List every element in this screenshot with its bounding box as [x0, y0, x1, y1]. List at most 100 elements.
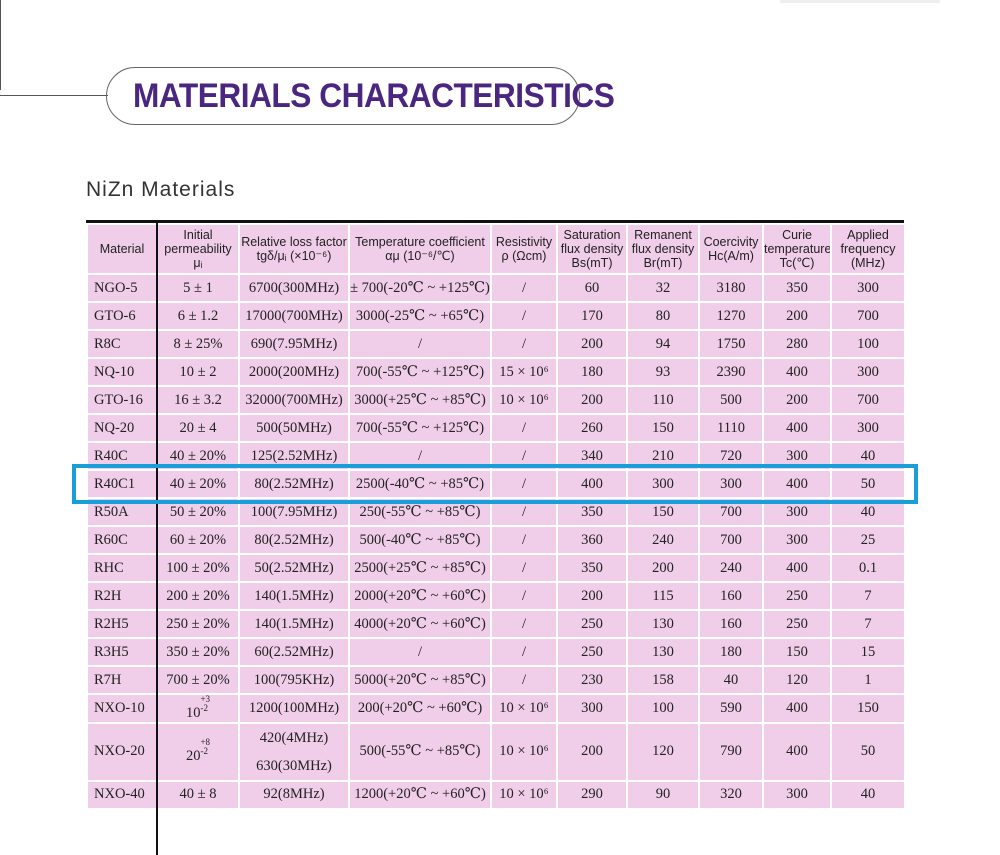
table-cell: 240	[698, 553, 764, 583]
table-cell: 400	[762, 469, 832, 499]
table-cell: 50	[830, 721, 906, 782]
table-cell: 93	[626, 357, 700, 387]
table-cell: /	[490, 525, 558, 555]
table-cell: 3180	[698, 273, 764, 303]
material-cell: R7H	[86, 665, 158, 695]
table-cell: 2500(-40℃ ~ +85℃)	[348, 469, 492, 499]
col-header: Material	[86, 223, 158, 275]
table-cell: 80	[626, 301, 700, 331]
table-cell: 180	[556, 357, 628, 387]
table-cell: 350	[762, 273, 832, 303]
table-cell: 140(1.5MHz)	[238, 581, 350, 611]
table-cell: 250	[762, 609, 832, 639]
table-cell: /	[490, 329, 558, 359]
table-cell: 5000(+20℃ ~ +85℃)	[348, 665, 492, 695]
material-cell: RHC	[86, 553, 158, 583]
table-cell: 115	[626, 581, 700, 611]
table-cell: 125(2.52MHz)	[238, 441, 350, 471]
table-cell: 150	[830, 693, 906, 724]
loss-value: 630(30MHz)	[256, 757, 332, 774]
table-cell: /	[490, 637, 558, 667]
material-cell: NQ-10	[86, 357, 158, 387]
col-header: Relative loss factor tgδ/μᵢ (×10⁻⁶)	[238, 223, 350, 275]
table-cell: 100(7.95MHz)	[238, 497, 350, 527]
table-cell: 120	[626, 721, 700, 782]
table-cell: /	[490, 497, 558, 527]
table-cell: 1	[830, 665, 906, 695]
table-row: NXO-20 20+8 -2 420(4MHz) 630(30MHz) 500(-55℃ …	[86, 721, 906, 782]
table-cell: 300	[556, 693, 628, 724]
table-cell: 240	[626, 525, 700, 555]
material-cell: NQ-20	[86, 413, 158, 443]
table-cell: 15 × 10⁶	[490, 357, 558, 387]
table-cell: /	[490, 441, 558, 471]
table-cell: 250	[762, 581, 832, 611]
material-cell: R40C1	[86, 469, 158, 499]
table-cell: 40	[830, 441, 906, 471]
table-cell: 590	[698, 693, 764, 724]
table-cell: 2500(+25℃ ~ +85℃)	[348, 553, 492, 583]
table-cell: 40	[830, 497, 906, 527]
table-cell: /	[490, 581, 558, 611]
table-cell: 1750	[698, 329, 764, 359]
table-cell: 150	[626, 413, 700, 443]
tolerance: +3 -2	[200, 694, 211, 713]
col-header: Coercivity Hc(A/m)	[698, 223, 764, 275]
title-banner: MATERIALS CHARACTERISTICS	[106, 67, 615, 125]
material-column-rule	[156, 223, 158, 855]
table-cell: 20 ± 4	[156, 413, 240, 443]
table-cell: 3000(+25℃ ~ +85℃)	[348, 385, 492, 415]
table-cell: 200	[556, 329, 628, 359]
table-cell: 1200(100MHz)	[238, 693, 350, 724]
table-cell: 400	[762, 693, 832, 724]
table-cell: 40	[698, 665, 764, 695]
table-cell: 3000(-25℃ ~ +65℃)	[348, 301, 492, 331]
table-cell: 200	[626, 553, 700, 583]
table-cell: 60	[556, 273, 628, 303]
table-cell: 40	[830, 779, 906, 810]
table-cell: 180	[698, 637, 764, 667]
table-cell: 2000(+20℃ ~ +60℃)	[348, 581, 492, 611]
tolerance-minus: -2	[200, 746, 208, 757]
table-cell: 400	[556, 469, 628, 499]
permeability-value: 20	[185, 748, 201, 765]
table-cell: 250	[556, 609, 628, 639]
table-cell: 40 ± 20%	[156, 469, 240, 499]
table-cell: 8 ± 25%	[156, 329, 240, 359]
table-cell: 32	[626, 273, 700, 303]
material-cell: R60C	[86, 525, 158, 555]
table-cell: 1200(+20℃ ~ +60℃)	[348, 779, 492, 810]
table-cell: 320	[698, 779, 764, 810]
table-cell: 10 × 10⁶	[490, 693, 558, 724]
table-cell: 20+8 -2	[156, 721, 240, 782]
table-cell: 25	[830, 525, 906, 555]
table-cell: 250 ± 20%	[156, 609, 240, 639]
table-cell: 790	[698, 721, 764, 782]
table-cell: 200	[556, 385, 628, 415]
table-cell: 5 ± 1	[156, 273, 240, 303]
table-cell: /	[490, 413, 558, 443]
table-cell: 500(50MHz)	[238, 413, 350, 443]
table-cell: 340	[556, 441, 628, 471]
material-cell: R40C	[86, 441, 158, 471]
table-cell: 100	[830, 329, 906, 359]
table-cell: 200	[556, 581, 628, 611]
col-header: Initial permeability μᵢ	[156, 223, 240, 275]
section-subtitle: NiZn Materials	[86, 178, 236, 201]
tolerance-plus: +3	[200, 694, 211, 704]
table-cell: 0.1	[830, 553, 906, 583]
table-row: GTO-16 16 ± 3.2 32000(700MHz) 3000(+25℃ ~ +…	[86, 385, 906, 415]
table-cell: 160	[698, 609, 764, 639]
table-cell: 350	[556, 553, 628, 583]
table-cell: 10 × 10⁶	[490, 385, 558, 415]
table-cell: 200(+20℃ ~ +60℃)	[348, 693, 492, 724]
table-cell: 60 ± 20%	[156, 525, 240, 555]
table-cell: 300	[830, 357, 906, 387]
table-row: R40C 40 ± 20% 125(2.52MHz) //340 210 720 300 40	[86, 441, 906, 471]
table-cell: 140(1.5MHz)	[238, 609, 350, 639]
table-cell: 90	[626, 779, 700, 810]
table-row: R2H5 250 ± 20% 140(1.5MHz) 4000(+20℃ ~ +60℃…	[86, 609, 906, 639]
loss-stack: 420(4MHz) 630(30MHz)	[241, 725, 347, 779]
table-cell: 1110	[698, 413, 764, 443]
table-cell: 400	[762, 413, 832, 443]
